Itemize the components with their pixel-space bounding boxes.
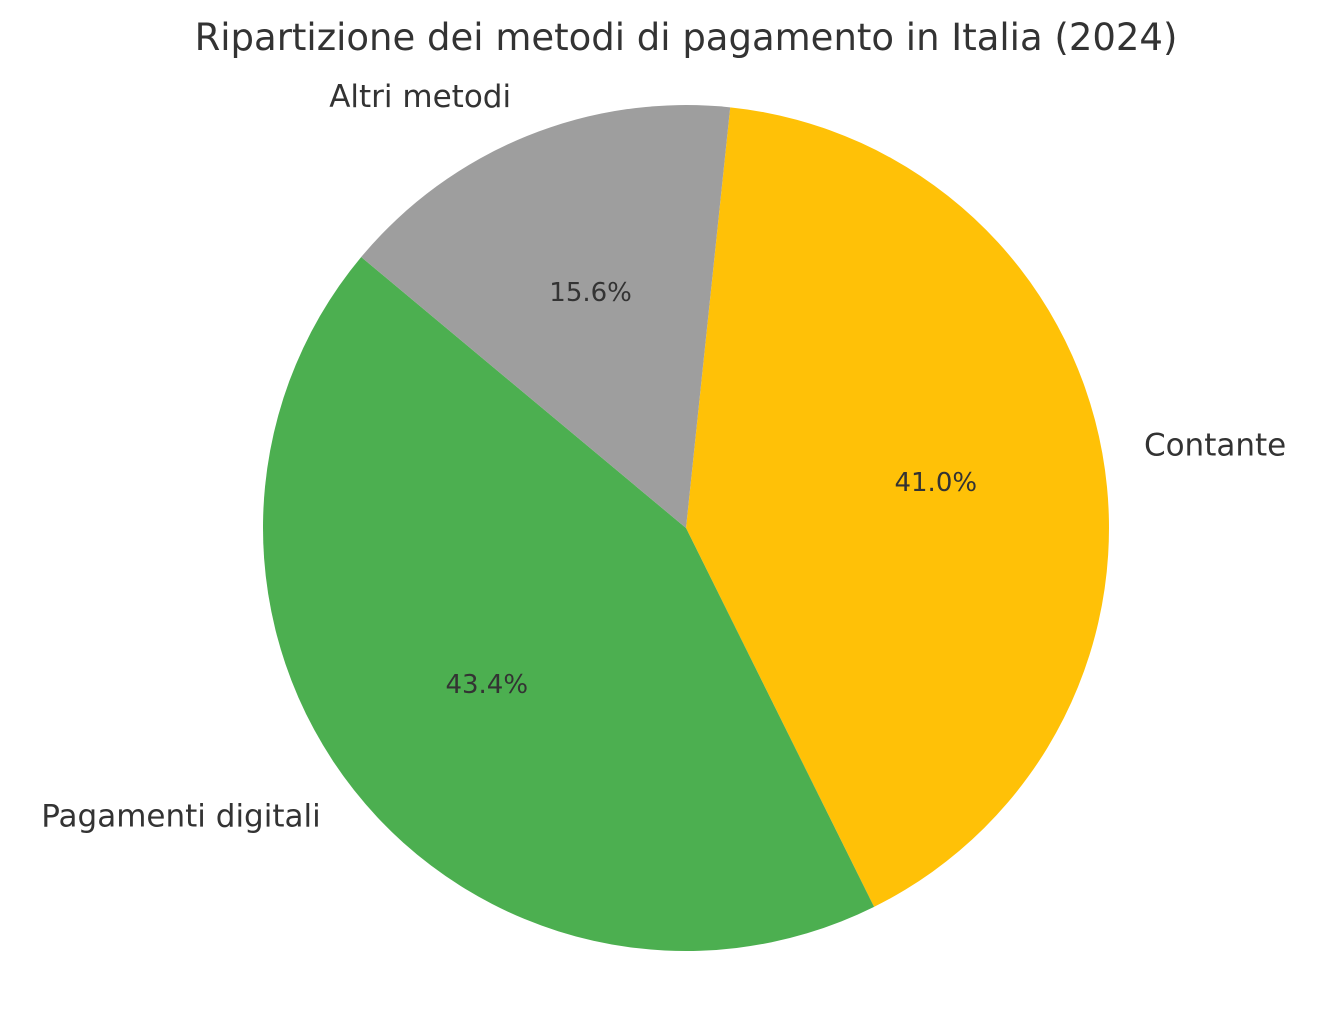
pie-slice-altri-metodi (361, 104, 731, 528)
pct-label-contante: 41.0% (894, 468, 977, 498)
slice-label-altri-metodi: Altri metodi (329, 79, 511, 115)
pie-slices (263, 104, 1109, 951)
slice-label-contante: Contante (1144, 428, 1286, 464)
pie-slice-contante (686, 107, 1109, 907)
pie-slice-pagamenti-digitali (263, 257, 875, 951)
pct-label-pagamenti-digitali: 43.4% (445, 670, 528, 700)
pct-label-altri-metodi: 15.6% (549, 278, 632, 308)
pie-labels: 41.0% Contante 43.4% Pagamenti digitali 15.6… (41, 79, 1286, 834)
slice-label-pagamenti-digitali: Pagamenti digitali (41, 798, 320, 834)
chart-title: Ripartizione dei metodi di pagamento in … (195, 16, 1178, 59)
